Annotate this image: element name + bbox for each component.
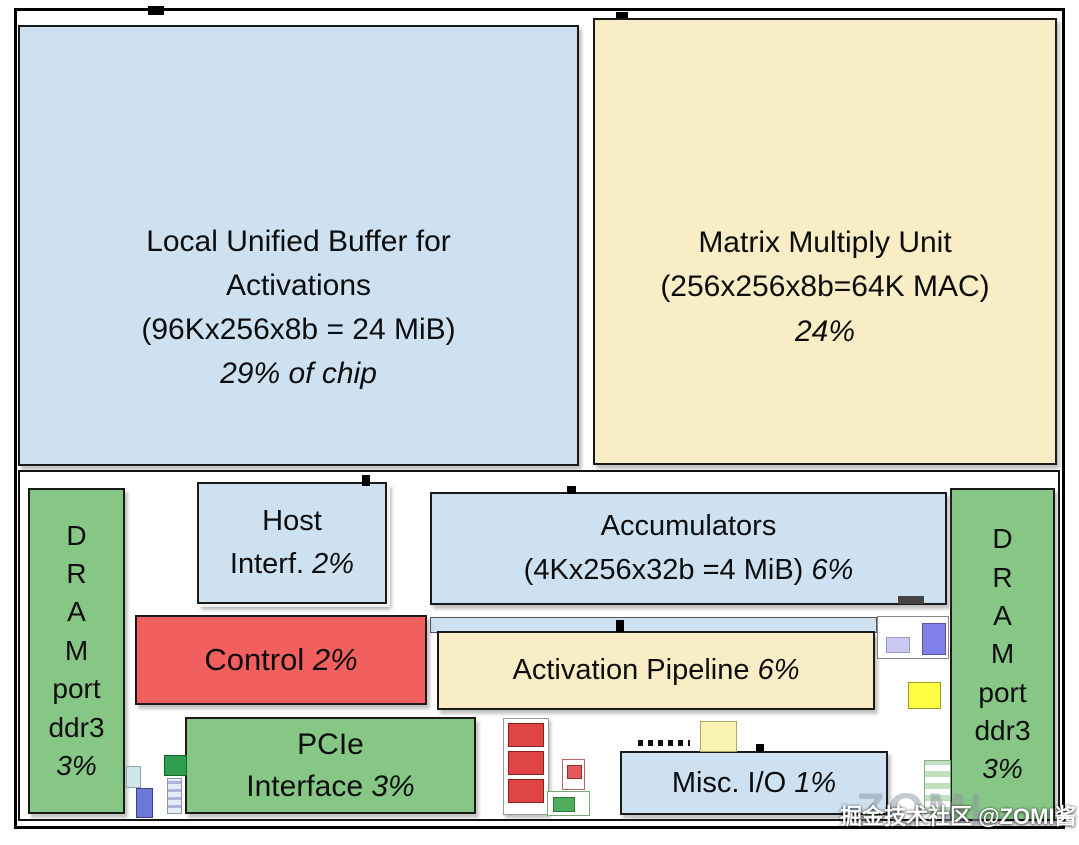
misc-io-line: Misc. I/O 1% <box>672 767 836 800</box>
host-interface-line2: Interf. 2% <box>230 543 354 587</box>
tick-mark <box>148 6 164 15</box>
unified-buffer-percent: 29% of chip <box>220 357 377 391</box>
die-artifact-pink-bit <box>562 759 585 790</box>
host-interface-label: Interf. <box>229 548 305 580</box>
host-interface-percent: 2% <box>312 548 355 580</box>
watermark-ghost: ZOMI <box>856 783 986 836</box>
accumulators-line1: Accumulators <box>600 510 777 542</box>
die-artifact-green-inner <box>553 797 575 812</box>
die-artifact-red-cell <box>508 751 544 775</box>
die-artifact-pale-yellow-box <box>700 721 737 752</box>
unified-buffer-line2: Activations <box>225 268 372 302</box>
die-artifact-green-bit <box>547 791 590 816</box>
misc-io-label: Misc. I/O <box>671 766 787 799</box>
dram-left-letter-1: D <box>66 519 87 551</box>
activation-pipeline-percent: 6% <box>757 654 800 686</box>
die-artifact-red-stack <box>503 718 549 815</box>
control-line: Control 2% <box>204 642 357 678</box>
control-block: Control 2% <box>135 615 427 705</box>
tick-mark <box>616 12 628 19</box>
accumulators-percent: 6% <box>811 553 854 586</box>
tick-mark <box>567 486 576 494</box>
accumulators-block: Accumulators (4Kx256x32b =4 MiB) 6% <box>430 492 947 605</box>
activation-pipeline-block: Activation Pipeline 6% <box>437 631 875 710</box>
accumulators-line2: (4Kx256x32b =4 MiB) 6% <box>524 549 854 593</box>
dram-right-percent: 3% <box>982 753 1023 785</box>
misc-io-block: Misc. I/O 1% <box>620 751 888 815</box>
dram-port-left-block: D R A M port ddr3 3% <box>28 488 125 814</box>
die-artifact-red-cell <box>508 779 544 803</box>
die-artifact-purple-cell <box>922 623 946 655</box>
die-artifact-white-stripe <box>167 778 182 814</box>
control-label: Control <box>204 642 305 677</box>
dram-right-letter-2: R <box>992 561 1013 593</box>
die-artifact-yellow-box <box>908 682 941 709</box>
die-artifact-blue-stripe <box>136 788 153 818</box>
tick-mark <box>756 744 764 752</box>
activation-pipeline-line: Activation Pipeline 6% <box>513 654 800 687</box>
dram-right-word-ddr3: ddr3 <box>974 715 1031 747</box>
matrix-multiply-block: Matrix Multiply Unit (256x256x8b=64K MAC… <box>593 18 1057 465</box>
tick-mark <box>362 475 370 486</box>
pcie-line2: Interface 3% <box>246 766 414 808</box>
dram-right-letter-4: M <box>990 638 1015 670</box>
pcie-percent: 3% <box>371 769 415 803</box>
accumulators-detail: (4Kx256x32b =4 MiB) <box>523 553 804 586</box>
unified-buffer-line3: (96Kx256x8b = 24 MiB) <box>141 313 456 346</box>
dram-right-letter-1: D <box>992 523 1013 555</box>
tick-mark <box>616 620 624 632</box>
dram-left-letter-2: R <box>66 558 87 590</box>
watermark-text: 掘金技术社区 @ZOMI酱 <box>840 804 1077 829</box>
unified-buffer-block: Local Unified Buffer for Activations (96… <box>18 25 579 466</box>
die-artifact-teal-bit <box>126 766 141 788</box>
host-interface-line1: Host <box>262 504 322 537</box>
matrix-multiply-line1: Matrix Multiply Unit <box>698 226 952 260</box>
dram-left-letter-4: M <box>64 634 89 666</box>
die-artifact-green-module <box>164 755 187 776</box>
die-artifact-purple-module <box>877 616 949 659</box>
pcie-line1: PCIe <box>297 727 364 761</box>
tick-mark <box>898 596 924 604</box>
activation-pipeline-label: Activation Pipeline <box>512 654 750 686</box>
dram-left-letter-3: A <box>67 596 86 628</box>
die-artifact-right-stripe <box>924 760 951 814</box>
pcie-label: Interface <box>246 769 364 803</box>
dram-right-letter-3: A <box>993 599 1012 631</box>
die-artifact-red-cell <box>508 723 544 747</box>
die-artifact-pink-inner <box>567 765 582 779</box>
host-interface-block: Host Interf. 2% <box>197 482 387 604</box>
dram-left-word-ddr3: ddr3 <box>48 711 105 743</box>
dram-port-right-block: D R A M port ddr3 3% <box>950 488 1055 821</box>
matrix-multiply-percent: 24% <box>794 314 856 348</box>
unified-buffer-line1: Local Unified Buffer for <box>146 224 451 258</box>
matrix-multiply-line2: (256x256x8b=64K MAC) <box>660 270 990 304</box>
die-artifact-dash-row <box>638 740 690 746</box>
die-artifact-lavender-cell <box>886 637 910 653</box>
control-percent: 2% <box>312 642 358 677</box>
dram-right-word-port: port <box>978 676 1027 708</box>
dram-left-word-port: port <box>52 673 101 705</box>
misc-io-percent: 1% <box>794 766 837 799</box>
dram-left-percent: 3% <box>56 749 97 781</box>
pcie-interface-block: PCIe Interface 3% <box>185 717 476 814</box>
